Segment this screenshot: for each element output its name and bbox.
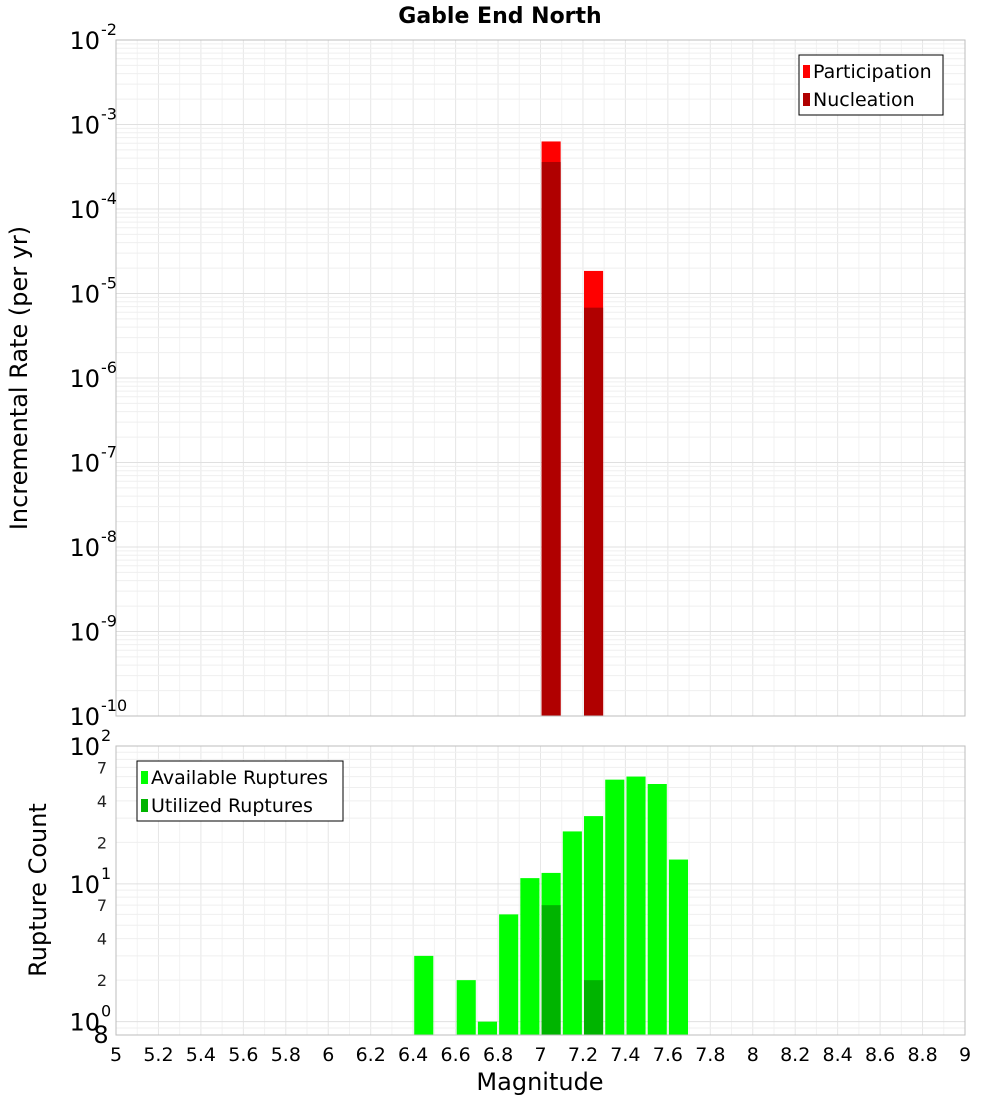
bottom-ytick-minor-label: 7 — [97, 758, 107, 777]
bottom-xtick-label: 5 — [110, 1044, 122, 1066]
top-ytick-exponent: -6 — [101, 358, 117, 377]
top-ytick-label: 10 — [69, 450, 100, 478]
top-ytick-label: 10 — [69, 703, 100, 731]
bottom-xtick-label: 7 — [534, 1044, 546, 1066]
top-legend-swatch — [803, 65, 810, 78]
bottom-bar-a — [562, 831, 582, 1035]
bottom-xtick-label: 8 — [747, 1044, 759, 1066]
top-bars — [541, 141, 604, 717]
bottom-xtick-label: 5.4 — [186, 1044, 216, 1066]
bottom-bar-a — [477, 1021, 497, 1035]
bottom-legend-swatch — [141, 799, 148, 812]
bottom-ytick-label: 10 — [69, 871, 100, 899]
top-legend-label: Participation — [813, 61, 932, 83]
bottom-bars — [414, 776, 689, 1035]
top-ytick-exponent: -2 — [101, 20, 117, 39]
bottom-xtick-label: 8.2 — [780, 1044, 810, 1066]
top-ytick-exponent: -7 — [101, 443, 117, 462]
top-legend-swatch — [803, 93, 810, 106]
bottom-bar-b — [584, 980, 604, 1035]
bottom-bar-a — [605, 779, 625, 1035]
bottom-xtick-label: 6.4 — [398, 1044, 428, 1066]
top-ytick-exponent: -4 — [101, 189, 117, 208]
top-ytick-exponent: -5 — [101, 274, 117, 293]
bottom-xtick-label: 7.4 — [610, 1044, 640, 1066]
bottom-xtick-label: 6.2 — [356, 1044, 386, 1066]
bottom-legend-box — [136, 760, 344, 822]
top-ytick-label: 10 — [69, 112, 100, 140]
top-ytick-exponent: -10 — [101, 696, 127, 715]
bottom-ytick-exponent: 2 — [101, 726, 111, 745]
bottom-xtick-label: 7.2 — [568, 1044, 598, 1066]
bottom-xtick-label: 8.4 — [823, 1044, 853, 1066]
top-legend-label: Nucleation — [813, 89, 915, 111]
bottom-ytick-minor-label: 2 — [97, 971, 107, 990]
bottom-bar-b — [541, 905, 561, 1035]
bottom-xtick-label: 6.6 — [440, 1044, 470, 1066]
top-ytick-label: 10 — [69, 534, 100, 562]
top-grid — [115, 39, 966, 717]
bottom-bar-a — [668, 859, 689, 1035]
bottom-xtick-label: 7.8 — [695, 1044, 725, 1066]
top-ytick-label: 10 — [69, 281, 100, 309]
bottom-bar-a — [499, 914, 519, 1035]
bottom-legend-swatch — [141, 771, 148, 784]
bottom-xtick-label: 8.6 — [865, 1044, 895, 1066]
bottom-legend: Available Ruptures Utilized Ruptures — [136, 760, 344, 822]
top-bar-b — [541, 161, 561, 716]
bottom-xtick-label: 5.2 — [143, 1044, 173, 1066]
bottom-ytick-minor-label: 7 — [97, 896, 107, 915]
bottom-xtick-label: 7.6 — [653, 1044, 683, 1066]
top-ytick-label: 10 — [69, 196, 100, 224]
bottom-xtick-label: 5.6 — [228, 1044, 258, 1066]
bottom-bar-a — [456, 980, 476, 1035]
top-ytick-label: 10 — [69, 365, 100, 393]
bottom-xtick-label: 5.8 — [271, 1044, 301, 1066]
bottom-xtick-label: 6 — [322, 1044, 334, 1066]
top-ytick-exponent: -8 — [101, 527, 117, 546]
bottom-plot-frame — [115, 745, 966, 1036]
top-plot-frame — [115, 39, 966, 717]
bottom-bar-a — [647, 784, 667, 1035]
bottom-legend-label: Available Ruptures — [151, 767, 328, 789]
top-ytick-exponent: -9 — [101, 612, 117, 631]
bottom-legend-label: Utilized Ruptures — [151, 795, 313, 817]
top-ytick-label: 10 — [69, 27, 100, 55]
bottom-xtick-label: 8.8 — [907, 1044, 937, 1066]
bottom-xtick-label: 9 — [959, 1044, 971, 1066]
bottom-xtick-label: 6.8 — [483, 1044, 513, 1066]
bottom-bar-a — [626, 776, 646, 1035]
bottom-ytick-minor-label: 2 — [97, 833, 107, 852]
top-ytick-exponent: -3 — [101, 105, 117, 124]
top-y-axis-title: Incremental Rate (per yr) — [5, 226, 33, 530]
bottom-ytick-label: 10 — [69, 1009, 100, 1037]
x-axis-title: Magnitude — [476, 1068, 603, 1096]
bottom-y-axis-title: Rupture Count — [24, 803, 52, 977]
top-legend-box — [798, 54, 944, 116]
chart-title: Gable End North — [398, 4, 601, 29]
bottom-ytick-exponent: 0 — [101, 1002, 111, 1021]
bottom-ytick-minor-label: 4 — [97, 930, 107, 949]
top-legend: Participation Nucleation — [798, 54, 944, 116]
bottom-ytick-label: 10 — [69, 733, 100, 761]
bottom-ytick-exponent: 1 — [101, 864, 111, 883]
bottom-bar-a — [414, 955, 434, 1035]
top-bar-b — [584, 307, 604, 716]
bottom-bar-a — [520, 878, 540, 1035]
top-ytick-label: 10 — [69, 619, 100, 647]
bottom-ytick-minor-label: 4 — [97, 792, 107, 811]
bottom-ytick-minor-label: 8 — [93, 1021, 108, 1049]
